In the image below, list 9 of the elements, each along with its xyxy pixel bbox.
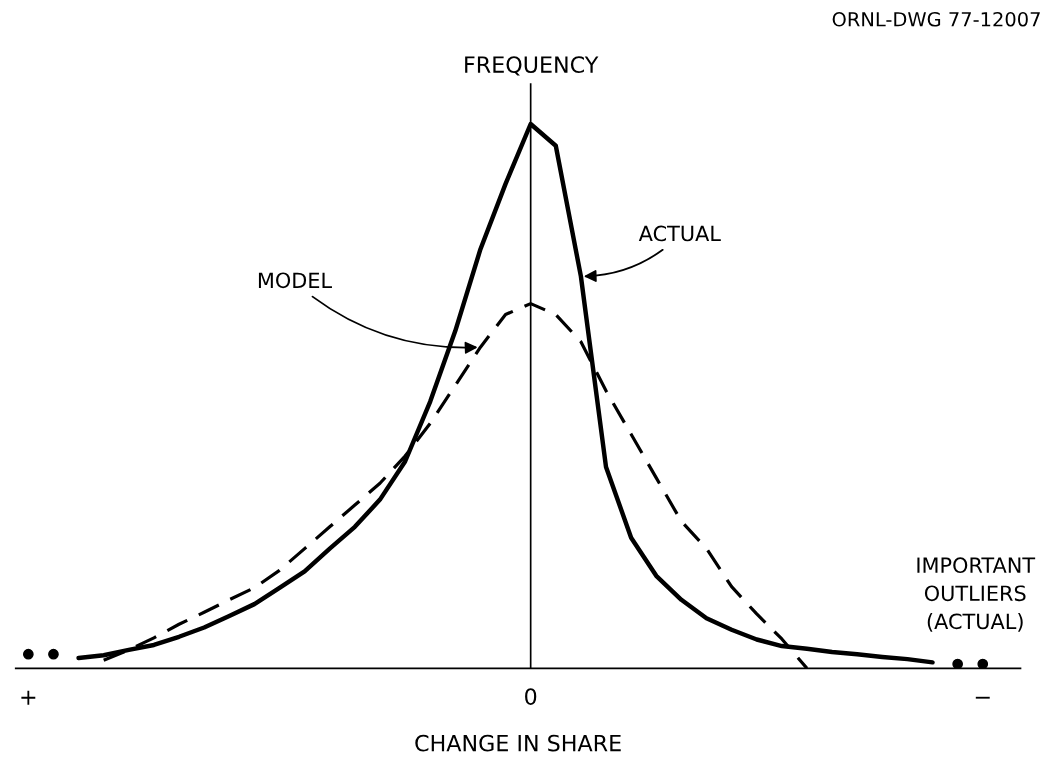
x-axis-title: CHANGE IN SHARE (415, 734, 621, 752)
annotation: ACTUAL (638, 225, 721, 242)
annotation: IMPORTANT OUTLIERS (ACTUAL) (917, 557, 1036, 632)
x-tick-label: + (21, 690, 36, 705)
x-tick-label: − (975, 696, 990, 699)
text: ORNL-DWG 77-12007 (832, 11, 1040, 27)
y-axis-title: FREQUENCY (465, 56, 599, 76)
x-tick-label: 0 (525, 688, 537, 706)
annotation: MODEL (258, 272, 332, 289)
